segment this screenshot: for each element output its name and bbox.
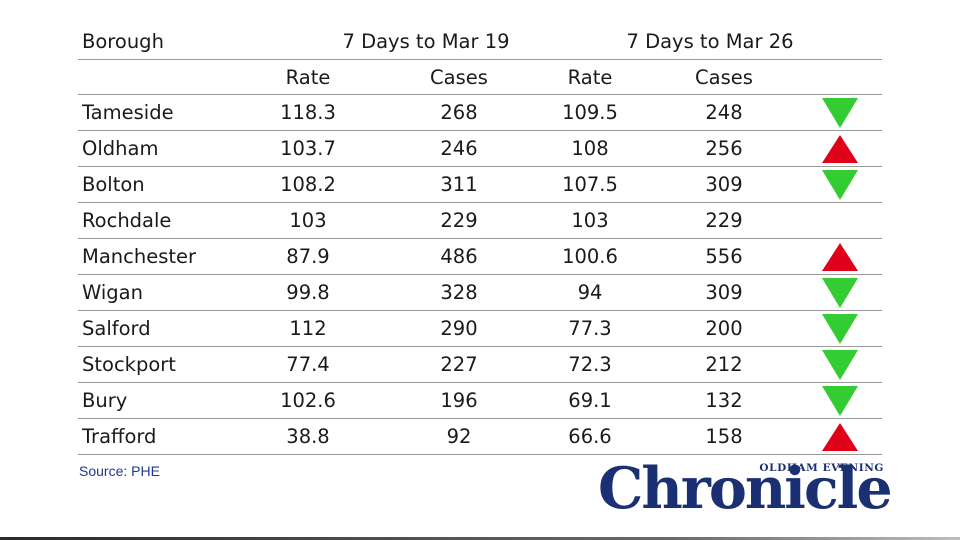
cases-2-cell: 158 bbox=[705, 425, 743, 448]
borough-cell: Salford bbox=[82, 317, 151, 340]
green-down-triangle-icon bbox=[822, 97, 858, 128]
header-cases-1: Cases bbox=[430, 65, 488, 89]
trend-cell bbox=[820, 131, 860, 166]
green-down-triangle-icon bbox=[822, 313, 858, 344]
borough-cell: Wigan bbox=[82, 281, 143, 304]
borough-cell: Manchester bbox=[82, 245, 197, 268]
green-down-triangle-icon bbox=[822, 385, 858, 416]
borough-cell: Trafford bbox=[82, 425, 157, 448]
green-down-triangle-icon bbox=[822, 169, 858, 200]
cases-1-cell: 328 bbox=[440, 281, 478, 304]
logo-small-text: OLDHAM EVENING bbox=[759, 462, 884, 474]
header-cases-2: Cases bbox=[695, 65, 753, 89]
trend-cell bbox=[820, 239, 860, 274]
trend-cell bbox=[820, 383, 860, 418]
table-row: Rochdale 103 229 103 229 bbox=[78, 203, 882, 239]
rate-2-cell: 94 bbox=[577, 281, 603, 304]
cases-1-cell: 268 bbox=[440, 101, 478, 124]
rate-2-cell: 77.3 bbox=[568, 317, 612, 340]
cases-2-cell: 229 bbox=[705, 209, 743, 232]
header-row-periods: Borough 7 Days to Mar 19 7 Days to Mar 2… bbox=[78, 24, 882, 60]
table-row: Manchester 87.9 486 100.6 556 bbox=[78, 239, 882, 275]
table-row: Oldham 103.7 246 108 256 bbox=[78, 131, 882, 167]
trend-cell bbox=[820, 347, 860, 382]
cases-1-cell: 290 bbox=[440, 317, 478, 340]
cases-2-cell: 132 bbox=[705, 389, 743, 412]
borough-cell: Stockport bbox=[82, 353, 176, 376]
source-note: Source: PHE bbox=[79, 463, 160, 479]
trend-cell bbox=[820, 203, 860, 238]
table-row: Wigan 99.8 328 94 309 bbox=[78, 275, 882, 311]
header-period-1: 7 Days to Mar 19 bbox=[342, 30, 510, 53]
trend-cell bbox=[820, 419, 860, 454]
header-rate-2: Rate bbox=[567, 65, 613, 89]
cases-1-cell: 92 bbox=[446, 425, 472, 448]
rate-2-cell: 72.3 bbox=[568, 353, 612, 376]
rate-1-cell: 108.2 bbox=[280, 173, 336, 196]
borough-rates-table: Borough 7 Days to Mar 19 7 Days to Mar 2… bbox=[78, 24, 882, 455]
borough-cell: Bolton bbox=[82, 173, 145, 196]
bottom-bar bbox=[0, 537, 960, 540]
borough-cell: Rochdale bbox=[82, 209, 172, 232]
table-row: Stockport 77.4 227 72.3 212 bbox=[78, 347, 882, 383]
cases-2-cell: 200 bbox=[705, 317, 743, 340]
green-down-triangle-icon bbox=[822, 349, 858, 380]
rate-1-cell: 112 bbox=[289, 317, 327, 340]
rate-1-cell: 103.7 bbox=[280, 137, 336, 160]
trend-cell bbox=[820, 311, 860, 346]
rate-1-cell: 87.9 bbox=[286, 245, 330, 268]
logo-big-text: Chronicle bbox=[598, 455, 893, 522]
red-up-triangle-icon bbox=[822, 134, 858, 163]
red-up-triangle-icon bbox=[822, 242, 858, 271]
cases-1-cell: 246 bbox=[440, 137, 478, 160]
chronicle-logo: OLDHAM EVENING Chronicle bbox=[598, 455, 893, 526]
cases-2-cell: 309 bbox=[705, 173, 743, 196]
rate-2-cell: 107.5 bbox=[562, 173, 618, 196]
rate-2-cell: 100.6 bbox=[562, 245, 618, 268]
rate-2-cell: 69.1 bbox=[568, 389, 612, 412]
rate-2-cell: 103 bbox=[571, 209, 609, 232]
rate-1-cell: 118.3 bbox=[280, 101, 336, 124]
rate-1-cell: 38.8 bbox=[286, 425, 330, 448]
rate-2-cell: 109.5 bbox=[562, 101, 618, 124]
header-borough: Borough bbox=[82, 30, 164, 53]
trend-cell bbox=[820, 167, 860, 202]
cases-1-cell: 227 bbox=[440, 353, 478, 376]
cases-2-cell: 256 bbox=[705, 137, 743, 160]
table-row: Salford 112 290 77.3 200 bbox=[78, 311, 882, 347]
borough-cell: Tameside bbox=[82, 101, 174, 124]
green-down-triangle-icon bbox=[822, 277, 858, 308]
red-up-triangle-icon bbox=[822, 422, 858, 451]
rate-1-cell: 102.6 bbox=[280, 389, 336, 412]
rate-2-cell: 66.6 bbox=[568, 425, 612, 448]
borough-cell: Oldham bbox=[82, 137, 159, 160]
borough-cell: Bury bbox=[82, 389, 128, 412]
table-body: Tameside 118.3 268 109.5 248 Oldham 103.7 246 10… bbox=[78, 95, 882, 455]
cases-1-cell: 311 bbox=[440, 173, 478, 196]
table-row: Trafford 38.8 92 66.6 158 bbox=[78, 419, 882, 455]
table-row: Bury 102.6 196 69.1 132 bbox=[78, 383, 882, 419]
trend-cell bbox=[820, 95, 860, 130]
cases-2-cell: 212 bbox=[705, 353, 743, 376]
trend-cell bbox=[820, 275, 860, 310]
header-period-2: 7 Days to Mar 26 bbox=[626, 30, 794, 53]
rate-2-cell: 108 bbox=[571, 137, 609, 160]
cases-2-cell: 556 bbox=[705, 245, 743, 268]
cases-2-cell: 248 bbox=[705, 101, 743, 124]
header-row-metrics: Rate Cases Rate Cases bbox=[78, 60, 882, 95]
rate-1-cell: 103 bbox=[289, 209, 327, 232]
table-row: Tameside 118.3 268 109.5 248 bbox=[78, 95, 882, 131]
cases-1-cell: 486 bbox=[440, 245, 478, 268]
rate-1-cell: 77.4 bbox=[286, 353, 330, 376]
table-row: Bolton 108.2 311 107.5 309 bbox=[78, 167, 882, 203]
rate-1-cell: 99.8 bbox=[286, 281, 330, 304]
cases-2-cell: 309 bbox=[705, 281, 743, 304]
cases-1-cell: 229 bbox=[440, 209, 478, 232]
cases-1-cell: 196 bbox=[440, 389, 478, 412]
header-rate-1: Rate bbox=[285, 65, 331, 89]
